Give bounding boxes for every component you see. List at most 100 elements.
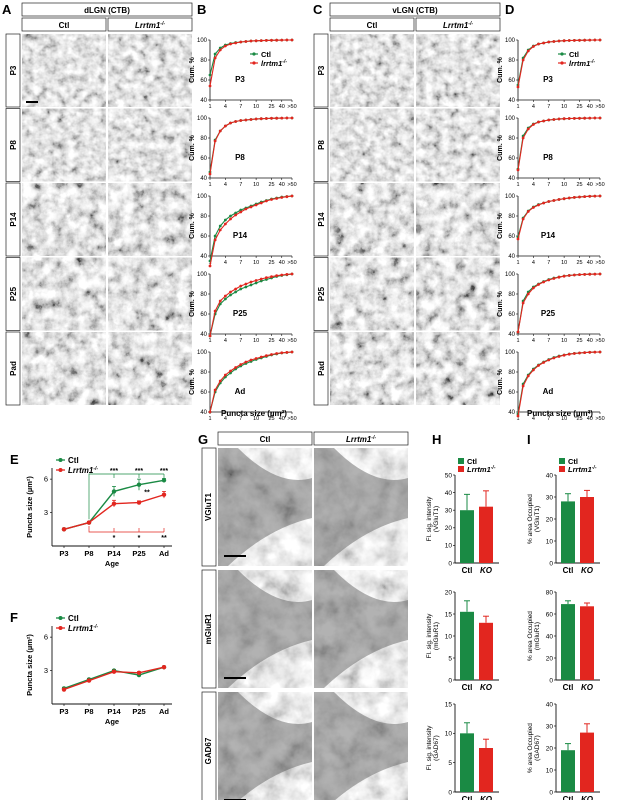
y-tick-label: 80	[508, 58, 515, 64]
sig-bracket-upper	[88, 473, 164, 520]
data-point	[588, 116, 592, 120]
data-point	[552, 277, 556, 280]
data-point	[239, 287, 243, 291]
x-tick-label: KO	[581, 566, 594, 575]
data-point	[531, 123, 535, 126]
y-tick-label: 80	[200, 292, 207, 298]
data-point	[223, 44, 227, 48]
chart-label: P14	[233, 231, 248, 240]
row-label-box	[5, 33, 21, 108]
micrograph-vlgn-p3-ko	[416, 34, 500, 107]
micrograph-mglur1-ko	[314, 570, 408, 688]
data-point	[249, 39, 253, 43]
data-point	[526, 374, 530, 378]
micrograph-vlgn-p8-ko	[416, 108, 500, 182]
micrograph-vlgn-p14-ctl	[330, 183, 414, 256]
data-point	[531, 45, 535, 48]
chart-label: P25	[233, 309, 248, 318]
data-point	[562, 39, 566, 43]
data-point	[275, 38, 279, 42]
x-tick-label: Ctl	[563, 795, 574, 800]
series-line-ctl	[517, 195, 601, 238]
x-tick-label: 10	[253, 338, 259, 344]
data-point	[583, 116, 587, 120]
panel-a-col-ko: Lrrtm1-/-	[135, 21, 165, 30]
data-point	[542, 361, 546, 364]
y-axis-label: Cum. %	[497, 290, 504, 316]
data-point	[516, 168, 520, 172]
chart-i-gad67: 0 10 20 30 40 % area Occupied (GAD67) Ctl KO	[527, 701, 600, 800]
x-tick-label: 7	[547, 104, 550, 110]
sig-label-upper: ***	[160, 468, 168, 475]
data-point	[537, 283, 540, 286]
data-point	[218, 299, 222, 303]
sig-label-lower: *	[113, 535, 116, 542]
row-label-p3: P3	[317, 65, 326, 75]
row-label-box	[313, 331, 329, 406]
y-axis-label: (mGluR1)	[534, 622, 541, 650]
panel-a-col-ctl: Ctl	[59, 21, 70, 30]
data-point	[229, 293, 232, 297]
data-point	[275, 116, 279, 120]
data-point	[588, 194, 592, 198]
data-point	[218, 129, 222, 133]
y-axis-label: Puncta size (µm²)	[25, 476, 34, 538]
data-point	[270, 116, 273, 120]
x-axis-label: Age	[105, 559, 119, 568]
row-label-box	[201, 447, 217, 567]
x-tick-label: 7	[547, 182, 550, 188]
legend-label-ko: Lrrtm1-/-	[568, 465, 597, 474]
tissue-region	[314, 448, 408, 566]
series-line-ko	[517, 195, 601, 240]
tissue-region	[218, 448, 312, 566]
chart-label: P8	[235, 153, 245, 162]
data-point	[567, 117, 571, 120]
x-tick-label: KO	[480, 683, 493, 692]
data-point	[270, 38, 273, 42]
data-point	[290, 194, 294, 198]
data-point	[598, 272, 602, 276]
data-point	[598, 194, 602, 198]
data-point	[562, 353, 566, 357]
y-tick-label: 100	[505, 194, 516, 200]
legend-label-ctl: Ctl	[568, 457, 578, 466]
data-point	[588, 272, 592, 276]
y-tick-label: 80	[508, 214, 515, 220]
x-tick-label: 25	[576, 182, 582, 188]
data-point	[526, 210, 530, 213]
tissue-region	[218, 570, 312, 688]
data-point	[111, 669, 117, 674]
data-point	[244, 360, 248, 364]
legend-label-ko: Lrrtm1-/-	[467, 465, 496, 474]
x-tick-label: 25	[268, 182, 274, 188]
data-point	[516, 414, 520, 418]
y-axis-label: Puncta size (µm²)	[25, 634, 34, 696]
data-point	[264, 199, 268, 203]
data-point	[254, 357, 258, 360]
panel-letter-h: H	[432, 432, 441, 447]
data-point	[264, 117, 268, 120]
data-point	[161, 665, 167, 670]
data-point	[208, 264, 212, 268]
row-label-box	[201, 691, 217, 800]
y-tick-label: 15	[445, 701, 453, 708]
row-label-box	[313, 257, 329, 331]
data-point	[542, 41, 546, 45]
micrograph-vlgn-p25-ctl	[330, 257, 414, 331]
data-point	[572, 273, 576, 277]
row-label-p3: P3	[9, 65, 18, 75]
data-point	[270, 353, 273, 356]
x-tick-label: 25	[576, 416, 582, 422]
x-tick-label: 25	[576, 338, 582, 344]
y-tick-label: 60	[546, 611, 554, 618]
y-axis-label: Cum. %	[497, 56, 504, 82]
panel-g: G Ctl Lrrtm1-/- VGluT1 mGluR1 GAD67	[198, 431, 409, 800]
x-tick-label: 25	[268, 104, 274, 110]
y-axis-label: Fl. sig. intensity	[426, 613, 433, 659]
x-tick-label: KO	[581, 683, 594, 692]
x-tick-label: >50	[595, 104, 604, 110]
data-point	[285, 116, 289, 120]
x-tick-label: 40	[587, 416, 593, 422]
panel-c: C vLGN (CTB) Ctl Lrrtm1-/- P3 P8 P14 P25 Pad	[313, 2, 501, 406]
